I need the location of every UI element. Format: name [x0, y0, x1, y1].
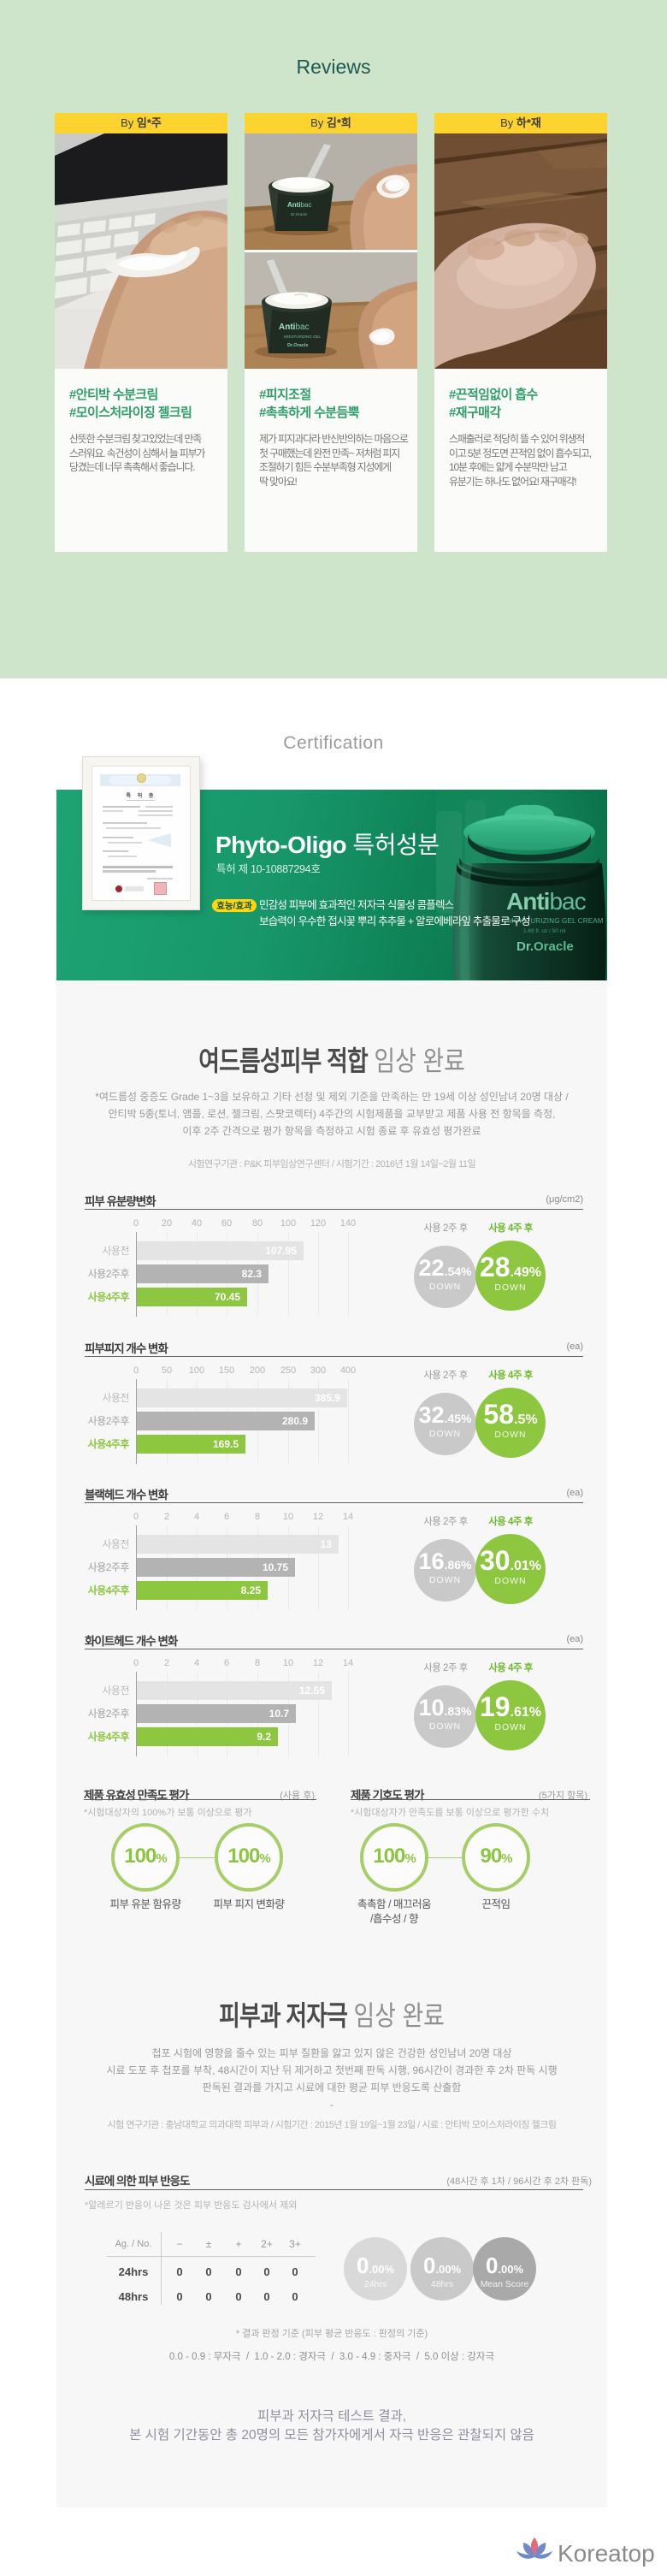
svg-text:MOISTURIZING GEL CREAM: MOISTURIZING GEL CREAM [508, 917, 604, 925]
svg-text:Antibac: Antibac [279, 323, 310, 332]
svg-text:Dr.Oracle: Dr.Oracle [291, 212, 308, 216]
svg-text:1.69 fl. oz / 50 ml: 1.69 fl. oz / 50 ml [523, 928, 566, 934]
svg-text:Antibac: Antibac [287, 201, 311, 209]
svg-text:Koreatop: Koreatop [558, 2540, 655, 2567]
svg-text:Dr.Oracle: Dr.Oracle [287, 343, 308, 348]
svg-text:MOISTURIZING GEL: MOISTURIZING GEL [284, 335, 322, 339]
svg-text:Antibac: Antibac [506, 888, 587, 915]
svg-text:Dr.Oracle: Dr.Oracle [516, 939, 574, 954]
